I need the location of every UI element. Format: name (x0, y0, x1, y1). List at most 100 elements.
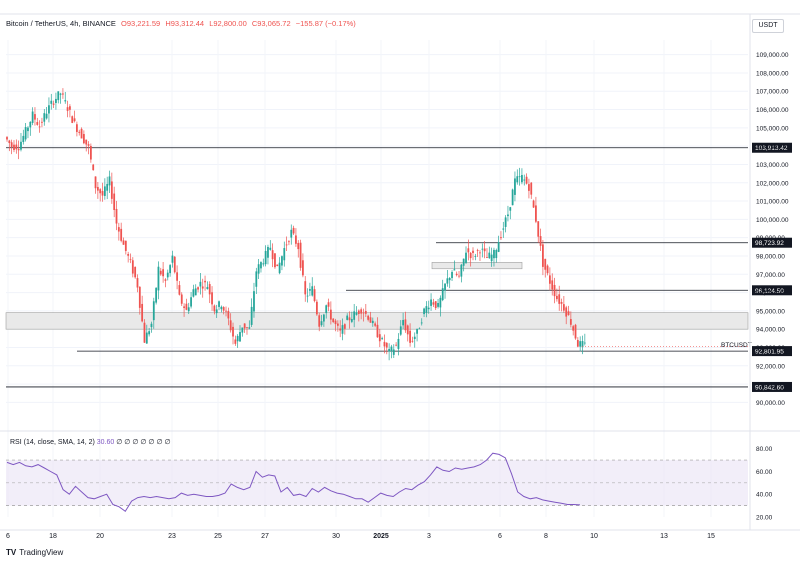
candle-body (76, 124, 78, 132)
candle-body (539, 236, 542, 246)
candle-body (581, 341, 584, 348)
candle-body (530, 182, 533, 195)
candle-body (562, 304, 565, 311)
candle-body (185, 303, 188, 310)
candle-body (94, 176, 97, 189)
rsi-tick-label: 40.00 (756, 492, 773, 499)
candle-body (66, 107, 69, 111)
candle-body (197, 287, 199, 290)
candle-body (430, 299, 432, 306)
candle-body (299, 242, 302, 268)
candle-body (155, 287, 158, 303)
candle-body (29, 121, 32, 128)
time-tick-label: 25 (214, 533, 222, 540)
candle-body (8, 140, 11, 144)
price-tick-label: 102,000.00 (756, 180, 789, 187)
candle-body (41, 121, 43, 123)
candle-body (558, 294, 561, 304)
candle-body (479, 252, 481, 254)
candle-body (131, 260, 134, 274)
candle-body (439, 297, 442, 308)
candle-body (213, 305, 216, 312)
candle-body (24, 127, 27, 140)
price-tick-label: 90,000.00 (756, 400, 785, 407)
time-tick-label: 23 (168, 533, 176, 540)
candle-body (329, 309, 332, 320)
candle-body (127, 253, 130, 256)
candle-body (481, 248, 484, 250)
candle-body (78, 131, 81, 133)
candle-body (57, 91, 60, 101)
candle-body (92, 164, 95, 171)
candle-body (411, 340, 414, 342)
candle-body (115, 208, 118, 224)
candle-body (535, 205, 537, 222)
candle-body (103, 186, 106, 196)
time-tick-label: 18 (49, 533, 57, 540)
candle-body (236, 335, 239, 342)
candle-body (243, 323, 246, 329)
candle-body (269, 247, 272, 250)
ohlc-close: C93,065.72 (251, 19, 291, 28)
candle-body (122, 240, 125, 245)
candle-body (357, 310, 360, 314)
candle-body (85, 139, 88, 145)
price-tick-label: 107,000.00 (756, 89, 789, 96)
candle-body (290, 229, 293, 238)
candle-body (560, 301, 563, 304)
candle-body (371, 320, 374, 324)
candle-body (225, 310, 227, 312)
candle-body (50, 100, 53, 104)
price-tick-label: 97,000.00 (756, 272, 785, 279)
rsi-title: RSI (14, close, SMA, 14, 2) (10, 439, 95, 446)
rsi-placeholders: ∅ ∅ ∅ ∅ ∅ ∅ ∅ (116, 439, 171, 446)
symbol-price-label: BTCUSDT (721, 342, 752, 349)
candle-body (173, 256, 176, 273)
candle-body (460, 264, 463, 277)
candle-body (145, 332, 148, 344)
time-tick-label: 20 (96, 533, 104, 540)
candle-body (425, 306, 428, 313)
candle-body (523, 179, 526, 181)
candle-body (190, 297, 192, 307)
time-tick-label: 27 (261, 533, 269, 540)
candle-body (278, 262, 281, 274)
candle-body (255, 271, 258, 287)
ohlc-open: O93,221.59 (121, 19, 161, 28)
ohlc-high: H93,312.44 (165, 19, 205, 28)
candle-body (248, 327, 251, 329)
candle-body (129, 258, 132, 260)
candle-body (542, 244, 544, 267)
currency-button[interactable]: USDT (752, 19, 784, 33)
tradingview-logo[interactable]: TV TradingView (6, 548, 63, 557)
candle-body (548, 275, 551, 284)
candle-body (469, 252, 472, 259)
candle-body (567, 311, 570, 316)
candle-body (274, 253, 276, 268)
candle-body (474, 255, 477, 257)
candle-body (48, 105, 50, 114)
candle-body (218, 301, 220, 307)
brand-text: TradingView (19, 548, 64, 557)
candle-body (462, 258, 465, 266)
candle-body (320, 321, 323, 326)
candle-body (106, 183, 109, 191)
candle-body (404, 319, 407, 331)
candle-body (537, 221, 540, 237)
candle-body (250, 306, 253, 325)
price-tick-label: 98,000.00 (756, 253, 785, 260)
candle-body (334, 320, 337, 325)
candle-body (110, 181, 113, 199)
support-zone (431, 262, 523, 270)
candle-body (500, 237, 502, 239)
candle-body (309, 289, 311, 291)
candle-body (390, 346, 393, 352)
candle-body (302, 260, 304, 276)
rsi-tick-label: 80.00 (756, 446, 773, 453)
candle-body (73, 118, 76, 122)
level-price-label: 98,723.92 (755, 240, 784, 247)
candle-body (234, 339, 237, 344)
candle-body (215, 309, 218, 314)
level-price-tag (752, 237, 792, 248)
